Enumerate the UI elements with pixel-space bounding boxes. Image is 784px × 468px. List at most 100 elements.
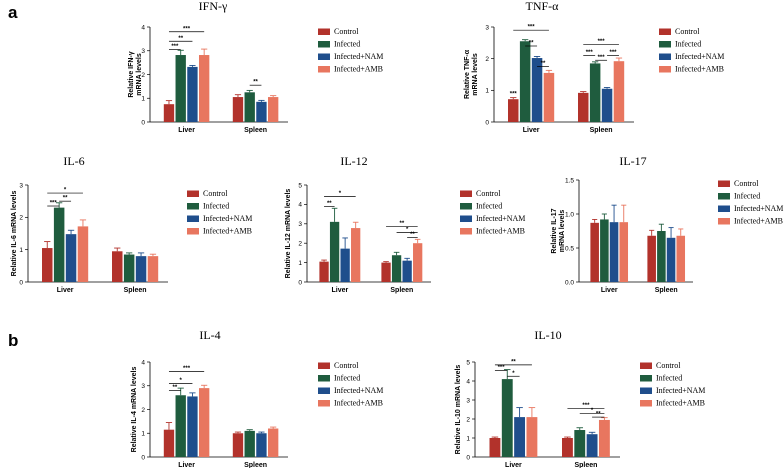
legend-label: Infected+NAM xyxy=(203,214,252,223)
y-tick-label: 1 xyxy=(485,88,489,95)
bar xyxy=(514,417,526,457)
significance-label: * xyxy=(512,371,515,377)
y-tick-label: 1 xyxy=(19,247,23,254)
bar xyxy=(666,237,676,282)
bar xyxy=(198,55,210,122)
y-axis-label-line: mRNA levels xyxy=(136,53,143,96)
bar xyxy=(578,92,589,122)
legend-swatch xyxy=(318,66,330,73)
legend-label: Infected+NAM xyxy=(734,204,783,213)
bar xyxy=(609,222,619,282)
y-tick-label: 3 xyxy=(141,383,145,390)
legend-label: Control xyxy=(203,189,228,198)
bar xyxy=(329,221,340,282)
x-category-label: Liver xyxy=(178,127,195,134)
chart-il10: IL-10 0 1 2 3 4 5 Relative IL-10 mRNA levels Liv… xyxy=(455,328,705,468)
significance-label: ** xyxy=(400,221,405,227)
bar xyxy=(244,92,255,122)
legend-swatch xyxy=(718,180,730,187)
legend-label: Infected xyxy=(476,202,502,211)
y-tick-label: 2 xyxy=(298,241,302,248)
significance-label: *** xyxy=(598,39,606,45)
legend-label: Infected xyxy=(734,192,760,201)
y-tick-label: 4 xyxy=(298,202,302,209)
significance-label: ** xyxy=(63,196,68,202)
y-axis-label: Relative IL-12 mRNA levels xyxy=(285,189,292,279)
legend-swatch xyxy=(718,205,730,212)
y-tick-label: 3 xyxy=(485,24,489,31)
legend-swatch xyxy=(187,190,199,197)
y-tick-label: 4 xyxy=(141,24,145,31)
significance-label: * xyxy=(406,227,409,233)
y-axis-label: Relative IL-17mRNA levels xyxy=(551,208,566,253)
bar xyxy=(175,395,186,457)
bar xyxy=(77,226,89,282)
significance-label: *** xyxy=(528,25,536,31)
legend-label: Control xyxy=(334,361,359,370)
legend-label: Infected+AMB xyxy=(334,399,383,408)
legend-label: Infected+AMB xyxy=(334,65,383,74)
significance-label: *** xyxy=(171,44,179,50)
legend-label: Infected+AMB xyxy=(734,217,783,226)
bar xyxy=(586,434,598,457)
y-axis-label: Relative TNF-αmRNA levels xyxy=(464,49,479,99)
y-tick-label: 1.5 xyxy=(565,177,574,184)
legend-swatch xyxy=(460,215,472,222)
bar xyxy=(232,97,244,122)
significance-label: ** xyxy=(173,385,178,391)
legend-swatch xyxy=(460,203,472,210)
bar xyxy=(676,235,686,282)
y-axis-label-line: Relative IL-6 mRNA levels xyxy=(11,191,18,277)
legend-swatch xyxy=(318,400,330,407)
chart-title: IL-6 xyxy=(63,154,84,168)
legend-label: Infected xyxy=(334,40,360,49)
legend-swatch xyxy=(659,41,671,48)
bar xyxy=(619,222,629,282)
legend-swatch xyxy=(659,66,671,73)
bar xyxy=(112,251,123,282)
legend-label: Infected+NAM xyxy=(334,386,383,395)
significance-label: ** xyxy=(327,201,332,207)
bar xyxy=(526,417,538,457)
legend-label: Control xyxy=(656,361,681,370)
bar xyxy=(123,254,135,282)
legend-label: Infected+AMB xyxy=(656,399,705,408)
y-axis-label-line: Relative IFN-γ xyxy=(128,51,135,97)
chart-title: IL-12 xyxy=(340,154,367,168)
bar xyxy=(402,260,412,282)
significance-label: *** xyxy=(183,26,191,32)
x-category-label: Spleen xyxy=(124,287,147,294)
bar xyxy=(232,433,244,457)
bar xyxy=(519,41,531,122)
legend-label: Infected xyxy=(203,202,229,211)
significance-label: ** xyxy=(529,41,534,47)
significance-label: * xyxy=(339,191,342,197)
bar xyxy=(574,430,586,457)
y-axis-label: Relative IL-4 mRNA levels xyxy=(131,367,138,453)
chart-il17: IL-17 0.0 0.5 1.0 1.5 Relative IL-17mRNA leve… xyxy=(551,154,783,294)
panel-label-b: b xyxy=(8,331,18,350)
chart-title: IFN-γ xyxy=(199,0,228,13)
y-axis-label-line: Relative IL-17 xyxy=(551,208,558,253)
x-category-label: Spleen xyxy=(655,287,678,294)
x-category-label: Liver xyxy=(57,287,74,294)
y-tick-label: 0 xyxy=(141,119,145,126)
y-tick-label: 0 xyxy=(298,279,302,286)
bar xyxy=(319,261,329,282)
bar xyxy=(163,429,175,457)
legend-label: Control xyxy=(734,179,759,188)
bar xyxy=(256,433,267,457)
legend-swatch xyxy=(318,28,330,35)
x-category-label: Liver xyxy=(505,462,522,468)
y-tick-label: 4 xyxy=(141,359,145,366)
y-tick-label: 1 xyxy=(298,260,302,267)
legend-swatch xyxy=(659,53,671,60)
legend-swatch xyxy=(460,228,472,235)
x-category-label: Spleen xyxy=(574,462,597,468)
bar xyxy=(351,228,361,282)
legend-label: Infected+AMB xyxy=(675,65,724,74)
legend-label: Infected+NAM xyxy=(675,52,724,61)
x-category-label: Spleen xyxy=(590,127,613,134)
significance-label: * xyxy=(64,188,67,194)
x-category-label: Liver xyxy=(601,287,618,294)
